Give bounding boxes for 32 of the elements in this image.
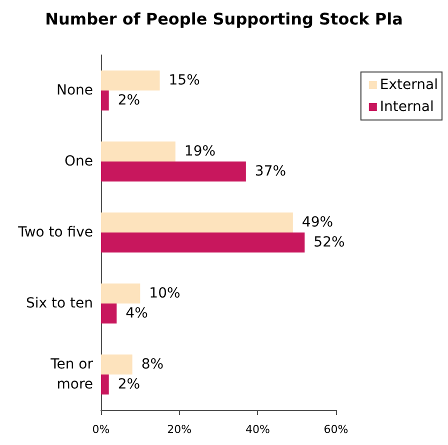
legend-label: Internal	[380, 99, 434, 115]
bar	[101, 284, 140, 304]
data-label: 49%	[302, 214, 334, 230]
data-label: 2%	[118, 376, 140, 392]
chart-title: Number of People Supporting Stock Pla	[45, 10, 403, 28]
x-tick-label: 0%	[92, 423, 110, 436]
y-tick-label: One	[64, 154, 93, 170]
y-tick-label: Ten or more	[50, 356, 94, 392]
y-tick-label: None	[56, 82, 93, 98]
x-tick-label: 60%	[324, 423, 348, 436]
bar	[101, 212, 293, 232]
bar	[101, 232, 305, 252]
bar	[101, 142, 176, 162]
bar	[101, 304, 117, 324]
data-label: 4%	[126, 306, 148, 322]
data-label: 8%	[141, 356, 164, 372]
bar	[101, 374, 109, 394]
data-label: 52%	[314, 234, 345, 250]
data-label: 10%	[149, 286, 180, 302]
legend-label: External	[380, 77, 438, 93]
y-tick-label: Six to ten	[26, 296, 93, 312]
bar	[101, 70, 160, 90]
bar	[101, 90, 109, 110]
data-label: 15%	[168, 72, 200, 88]
bar	[101, 162, 246, 182]
data-label: 19%	[184, 144, 216, 160]
bar	[101, 354, 132, 374]
y-tick-label: Two to five	[17, 224, 93, 240]
x-tick-label: 40%	[245, 423, 270, 436]
x-tick-label: 20%	[167, 423, 192, 436]
data-label: 2%	[118, 92, 140, 108]
data-label: 37%	[254, 164, 286, 180]
